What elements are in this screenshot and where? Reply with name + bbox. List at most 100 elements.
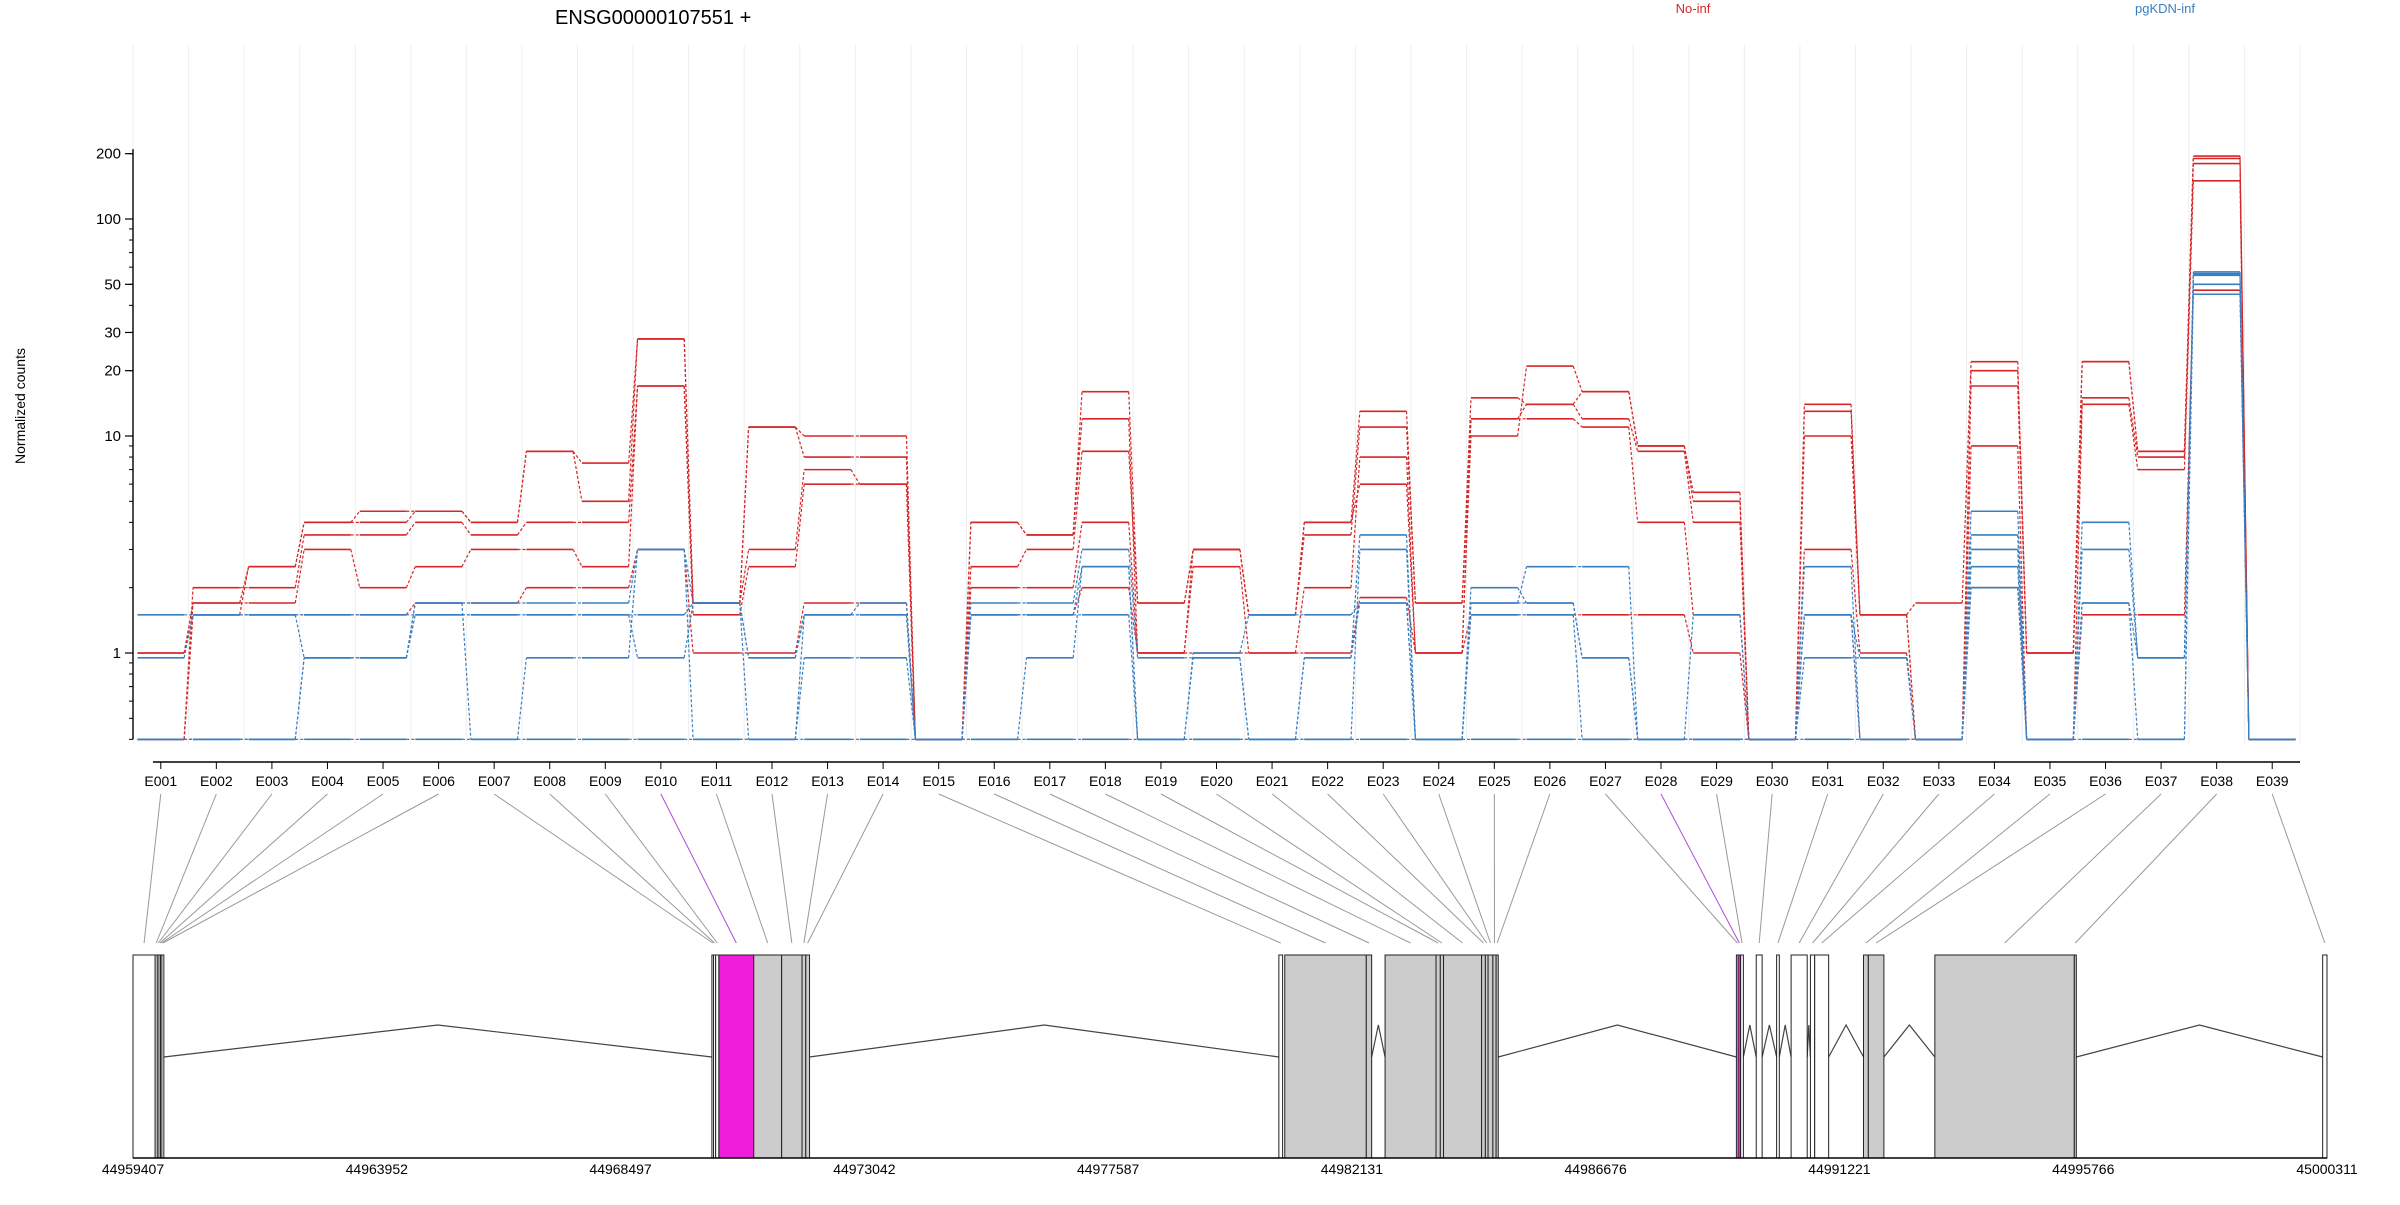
y-tick-label: 200 (96, 146, 121, 163)
x-tick-label: E026 (1534, 773, 1567, 789)
x-tick-label: E033 (1922, 773, 1955, 789)
x-tick-label: E039 (2256, 773, 2289, 789)
x-tick-label: E014 (867, 773, 900, 789)
exon-box (133, 955, 155, 1158)
exon-connector (605, 794, 717, 943)
exon-box (1815, 955, 1829, 1158)
genomic-tick-label: 45000311 (2296, 1161, 2357, 1177)
exon-connector (1661, 794, 1739, 943)
x-tick-label: E015 (922, 773, 955, 789)
x-tick-label: E001 (144, 773, 177, 789)
x-tick-label: E036 (2089, 773, 2122, 789)
exon-box (1385, 955, 1436, 1158)
exon-connector (144, 794, 161, 943)
x-tick-label: E035 (2034, 773, 2067, 789)
y-tick-label: 10 (104, 428, 121, 445)
exon-connector (2075, 794, 2216, 943)
x-tick-label: E013 (811, 773, 844, 789)
legend-pgkdn-inf: pgKDN-inf (2135, 1, 2195, 16)
x-tick-label: E023 (1367, 773, 1400, 789)
exon-box (1436, 955, 1440, 1158)
exon-connector (550, 794, 715, 943)
intron-line (810, 1025, 1279, 1057)
grid-lines (133, 45, 2300, 745)
x-tick-label: E031 (1811, 773, 1844, 789)
x-tick-label: E019 (1145, 773, 1178, 789)
genomic-tick-label: 44977587 (1077, 1161, 1140, 1177)
x-tick-label: E007 (478, 773, 511, 789)
exon-box (2323, 955, 2327, 1158)
x-tick-label: E037 (2145, 773, 2178, 789)
x-tick-label: E034 (1978, 773, 2011, 789)
exon-connector (1439, 794, 1491, 943)
intron-line (2076, 1025, 2322, 1057)
genomic-tick-label: 44995766 (2052, 1161, 2115, 1177)
exon-box (2074, 955, 2076, 1158)
x-tick-label: E018 (1089, 773, 1122, 789)
exon-connector (160, 794, 328, 943)
exon-connector (158, 794, 272, 943)
exon-connector (1813, 794, 1939, 943)
x-tick-label: E008 (533, 773, 566, 789)
y-tick-label: 100 (96, 211, 121, 228)
x-tick-label: E009 (589, 773, 622, 789)
exon-connector (1383, 794, 1487, 943)
chart-title: ENSG00000107551 + (555, 7, 751, 29)
exon-connector (1799, 794, 1883, 943)
exon-connector (1105, 794, 1410, 943)
x-tick-label: E004 (311, 773, 344, 789)
exon-connector (1822, 794, 1995, 943)
exon-connector (808, 794, 883, 943)
exon-box (1279, 955, 1283, 1158)
exon-box (1285, 955, 1367, 1158)
exon-connector (994, 794, 1325, 943)
x-tick-label: E038 (2200, 773, 2233, 789)
genomic-tick-label: 44963952 (346, 1161, 409, 1177)
legend-no-inf: No-inf (1676, 1, 1711, 16)
genomic-tick-label: 44986676 (1565, 1161, 1628, 1177)
genomic-axis: 44959407 44963952 44968497 44973042 44977587… (102, 1158, 2358, 1177)
exon-connector (1217, 794, 1442, 943)
y-axis-label: Normalized counts (12, 348, 28, 464)
x-tick-label: E024 (1422, 773, 1455, 789)
exon-connector (1272, 794, 1463, 943)
exon-box (1868, 955, 1884, 1158)
x-tick-label: E025 (1478, 773, 1511, 789)
exon-connector (163, 794, 439, 943)
genomic-tick-label: 44973042 (833, 1161, 896, 1177)
x-tick-label: E016 (978, 773, 1011, 789)
y-tick-label: 20 (104, 363, 121, 380)
y-tick-label: 30 (104, 324, 121, 341)
genomic-tick-label: 44968497 (589, 1161, 652, 1177)
exon-connector (1866, 794, 2050, 943)
intron-line (1762, 1025, 1776, 1057)
exon-connectors (144, 794, 2325, 943)
exon-box (1864, 955, 1869, 1158)
exon-box (1366, 955, 1371, 1158)
exon-connector (1050, 794, 1369, 943)
exon-connector (2272, 794, 2325, 943)
exon-connector (804, 794, 828, 943)
exon-box (1935, 955, 2074, 1158)
series-lines (137, 156, 2295, 739)
exon-connector (661, 794, 736, 943)
gene-model (133, 955, 2327, 1158)
genomic-tick-label: 44959407 (102, 1161, 165, 1177)
exon-connector (1717, 794, 1742, 943)
exon-connector (716, 794, 767, 943)
exon-box (754, 955, 782, 1158)
exon-box (1777, 955, 1780, 1158)
exon-box (1756, 955, 1762, 1158)
exon-connector (1605, 794, 1737, 943)
intron-line (1884, 1025, 1935, 1057)
x-tick-label: E032 (1867, 773, 1900, 789)
exon-box (1444, 955, 1482, 1158)
x-tick-label: E029 (1700, 773, 1733, 789)
exon-box (1488, 955, 1493, 1158)
x-tick-label: E022 (1311, 773, 1344, 789)
exon-box (782, 955, 802, 1158)
exon-connector (939, 794, 1281, 943)
